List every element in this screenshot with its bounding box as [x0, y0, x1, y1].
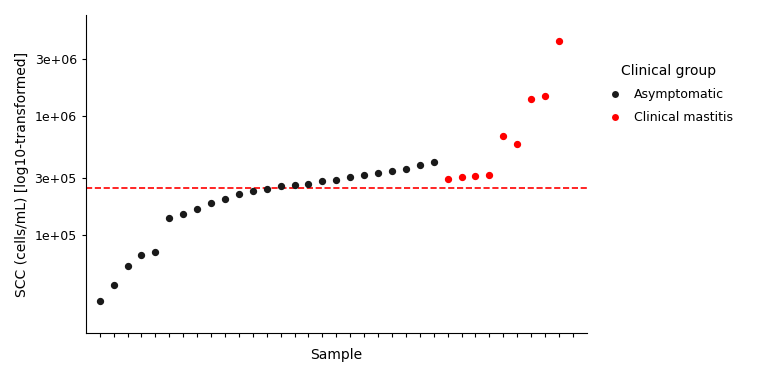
Point: [552, 38, 565, 44]
Point: [289, 182, 301, 188]
Point: [149, 249, 162, 255]
Point: [233, 191, 245, 197]
Point: [247, 188, 259, 194]
Point: [261, 186, 273, 192]
Point: [344, 173, 357, 179]
Point: [497, 133, 509, 139]
Point: [136, 252, 148, 258]
Point: [525, 96, 537, 102]
Point: [400, 166, 412, 172]
Point: [316, 178, 328, 184]
Point: [441, 176, 453, 182]
Point: [511, 141, 523, 147]
Point: [177, 211, 189, 217]
Point: [274, 183, 287, 189]
Point: [107, 282, 120, 288]
Point: [205, 200, 217, 206]
Point: [386, 168, 398, 174]
Point: [330, 177, 342, 183]
Point: [483, 172, 495, 178]
X-axis label: Sample: Sample: [310, 348, 363, 362]
Point: [427, 159, 440, 165]
Point: [219, 196, 231, 202]
Point: [414, 162, 426, 168]
Point: [469, 173, 482, 179]
Point: [94, 298, 106, 304]
Point: [358, 172, 370, 178]
Point: [121, 263, 133, 269]
Point: [539, 92, 551, 98]
Point: [303, 181, 315, 187]
Point: [456, 174, 468, 180]
Point: [163, 215, 175, 221]
Legend: Asymptomatic, Clinical mastitis: Asymptomatic, Clinical mastitis: [598, 60, 738, 129]
Y-axis label: SCC (cells/mL) [log10-transformed]: SCC (cells/mL) [log10-transformed]: [15, 52, 29, 297]
Point: [372, 170, 384, 176]
Point: [191, 206, 203, 212]
